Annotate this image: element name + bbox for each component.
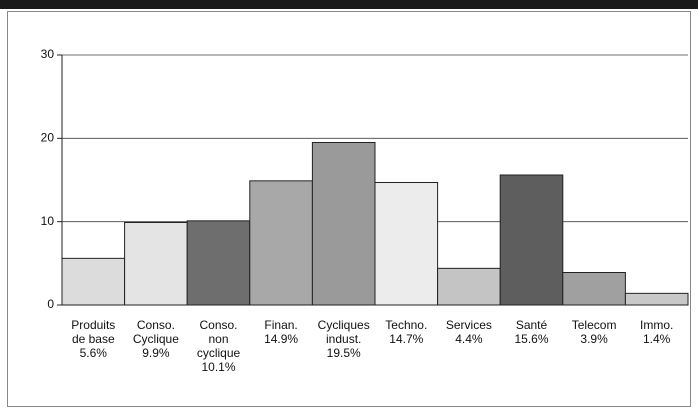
x-tick-label: Cycliques indust. bbox=[317, 318, 370, 346]
x-tick-label-group: Immo. 1.4% bbox=[626, 318, 688, 346]
x-tick-label: Conso. Cyclique bbox=[132, 318, 179, 346]
top-band bbox=[0, 0, 698, 9]
x-tick-label: Immo. bbox=[640, 318, 674, 332]
x-tick-label: Services bbox=[445, 318, 492, 332]
bar bbox=[249, 180, 313, 306]
bar bbox=[124, 222, 188, 306]
bar bbox=[311, 142, 376, 306]
chart-frame bbox=[7, 11, 691, 407]
value-label: 3.9% bbox=[580, 332, 608, 346]
bar bbox=[61, 257, 126, 306]
value-label: 14.7% bbox=[389, 332, 424, 346]
x-tick-label-group: Cycliques indust. 19.5% bbox=[313, 318, 375, 360]
x-tick-label: Telecom bbox=[571, 318, 617, 332]
x-tick-label-group: Produits de base 5.6% bbox=[62, 318, 124, 360]
value-label: 19.5% bbox=[326, 346, 361, 360]
x-tick-label: Techno. bbox=[385, 318, 428, 332]
value-label: 15.6% bbox=[514, 332, 549, 346]
y-tick-label: 20 bbox=[41, 131, 55, 145]
value-label: 1.4% bbox=[643, 332, 671, 346]
y-tick-label: 30 bbox=[41, 47, 55, 61]
x-tick-label-group: Services 4.4% bbox=[438, 318, 500, 346]
bar bbox=[624, 292, 689, 306]
x-tick-label: Finan. bbox=[264, 318, 298, 332]
x-tick-label: Santé bbox=[515, 318, 548, 332]
bar bbox=[437, 267, 501, 306]
x-tick-label-group: Santé 15.6% bbox=[501, 318, 563, 346]
x-tick-label: Produits de base bbox=[71, 318, 116, 346]
value-label: 9.9% bbox=[142, 346, 170, 360]
x-tick-label-group: Conso. Cyclique 9.9% bbox=[125, 318, 187, 360]
value-label: 10.1% bbox=[201, 360, 236, 374]
value-label: 5.6% bbox=[79, 346, 107, 360]
x-tick-label-group: Finan. 14.9% bbox=[250, 318, 312, 346]
x-tick-label: Conso. non cyclique bbox=[196, 318, 241, 360]
value-label: 14.9% bbox=[264, 332, 299, 346]
x-tick-label-group: Conso. non cyclique 10.1% bbox=[188, 318, 250, 374]
bar bbox=[374, 182, 439, 306]
y-tick-label: 0 bbox=[47, 297, 54, 311]
bar bbox=[186, 220, 251, 306]
x-tick-label-group: Telecom 3.9% bbox=[563, 318, 625, 346]
bar bbox=[562, 272, 626, 306]
x-tick-label-group: Techno. 14.7% bbox=[375, 318, 437, 346]
value-label: 4.4% bbox=[455, 332, 483, 346]
y-tick-label: 10 bbox=[41, 214, 55, 228]
bar bbox=[499, 174, 564, 306]
